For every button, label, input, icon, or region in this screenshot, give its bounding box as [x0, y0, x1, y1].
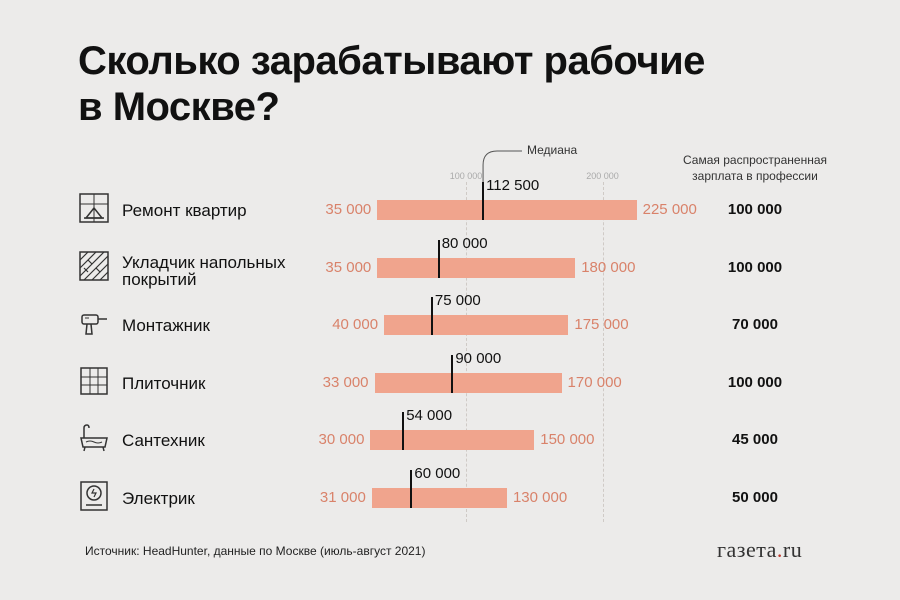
- gridline-200000: [602, 182, 604, 522]
- salary-range-bar: [384, 315, 569, 335]
- chart-row: Сантехник 30 000 150 000 54 000 45 000: [0, 408, 900, 460]
- bathtub-icon: [78, 422, 110, 454]
- median-marker: [437, 239, 440, 278]
- profession-label: Электрик: [122, 490, 195, 507]
- axis-tick-100000: 100 000: [449, 171, 483, 181]
- median-salary-label: 60 000: [414, 464, 461, 482]
- min-salary-label: 35 000: [325, 201, 372, 218]
- profession-label-line: покрытий: [122, 269, 197, 289]
- parquet-floor-icon: [78, 250, 110, 282]
- title-line-1: Сколько зарабатывают рабочие: [78, 39, 705, 83]
- profession-label: Плиточник: [122, 375, 206, 392]
- median-marker: [482, 182, 485, 220]
- median-salary-label: 54 000: [406, 407, 453, 424]
- max-salary-label: 175 000: [574, 316, 629, 333]
- max-salary-label: 180 000: [581, 258, 636, 276]
- room-renovation-icon: [78, 192, 110, 224]
- median-salary-label: 90 000: [455, 349, 502, 367]
- profession-label-line: Плиточник: [122, 373, 206, 393]
- profession-label-line: Сантехник: [122, 431, 205, 450]
- salary-range-bar: [371, 487, 507, 508]
- chart-row: Монтажник 40 000 175 000 75 000 70 000: [0, 293, 900, 345]
- min-salary-label: 31 000: [319, 488, 366, 506]
- page-title: Сколько зарабатывают рабочие в Москве?: [78, 38, 778, 130]
- salary-range-bar: [377, 200, 637, 220]
- profession-label-line: Ремонт квартир: [122, 201, 247, 220]
- chart-row: Плиточник 33 000 170 000 90 000 100 000: [0, 350, 900, 403]
- salary-range-bar: [370, 430, 535, 450]
- min-salary-label: 35 000: [325, 258, 372, 276]
- median-callout-label: Медиана: [527, 143, 578, 157]
- electric-panel-icon: [78, 480, 110, 512]
- median-salary-label: 80 000: [441, 234, 488, 252]
- tile-icon: [78, 365, 110, 397]
- median-salary-label: 112 500: [486, 177, 540, 194]
- median-salary-label: 75 000: [434, 292, 481, 309]
- common-salary-value: 70 000: [732, 316, 778, 333]
- chart-row: Укладчик напольных покрытий 35 000 180 000 8…: [0, 235, 900, 288]
- chart-row: Электрик 31 000 130 000 60 000 50 000: [0, 465, 900, 518]
- logo-dot: .: [776, 537, 783, 562]
- profession-label-line: Монтажник: [122, 316, 210, 335]
- source-note: Источник: HeadHunter, данные по Москве (…: [85, 544, 426, 558]
- median-marker: [430, 297, 433, 335]
- max-salary-label: 170 000: [567, 373, 622, 391]
- common-salary-value: 100 000: [727, 258, 783, 276]
- min-salary-label: 30 000: [318, 431, 365, 448]
- max-salary-label: 130 000: [512, 488, 568, 506]
- profession-label: Ремонт квартир: [122, 202, 247, 219]
- median-marker: [402, 412, 405, 450]
- axis-tick-200000: 200 000: [586, 171, 619, 181]
- logo-main: газета: [717, 537, 777, 562]
- profession-label: Укладчик напольных покрытий: [122, 254, 285, 288]
- median-marker: [451, 354, 454, 393]
- salary-range-bar: [374, 372, 562, 393]
- drill-icon: [78, 307, 110, 339]
- gridline-100000: [466, 182, 467, 522]
- common-salary-value: 45 000: [732, 431, 778, 448]
- common-salary-value: 100 000: [727, 373, 783, 391]
- title-line-2: в Москве?: [78, 85, 280, 129]
- common-salary-column-header: Самая распространенная зарплата в профес…: [683, 153, 827, 183]
- logo-tld: ru: [782, 537, 803, 562]
- profession-label: Сантехник: [122, 432, 205, 449]
- chart-row: Ремонт квартир 35 000 225 000 112 500 100 00…: [0, 178, 900, 230]
- max-salary-label: 225 000: [642, 201, 697, 218]
- common-salary-value: 100 000: [727, 201, 783, 218]
- salary-range-bar: [377, 257, 576, 278]
- profession-label: Монтажник: [122, 317, 210, 334]
- gazeta-logo: газета.ru: [717, 537, 802, 563]
- common-salary-value: 50 000: [732, 488, 778, 506]
- min-salary-label: 40 000: [332, 316, 379, 333]
- profession-label-line: Электрик: [122, 488, 195, 508]
- min-salary-label: 33 000: [322, 373, 369, 391]
- max-salary-label: 150 000: [540, 431, 595, 448]
- median-marker: [410, 469, 413, 508]
- profession-label-line: Укладчик напольных: [122, 252, 286, 272]
